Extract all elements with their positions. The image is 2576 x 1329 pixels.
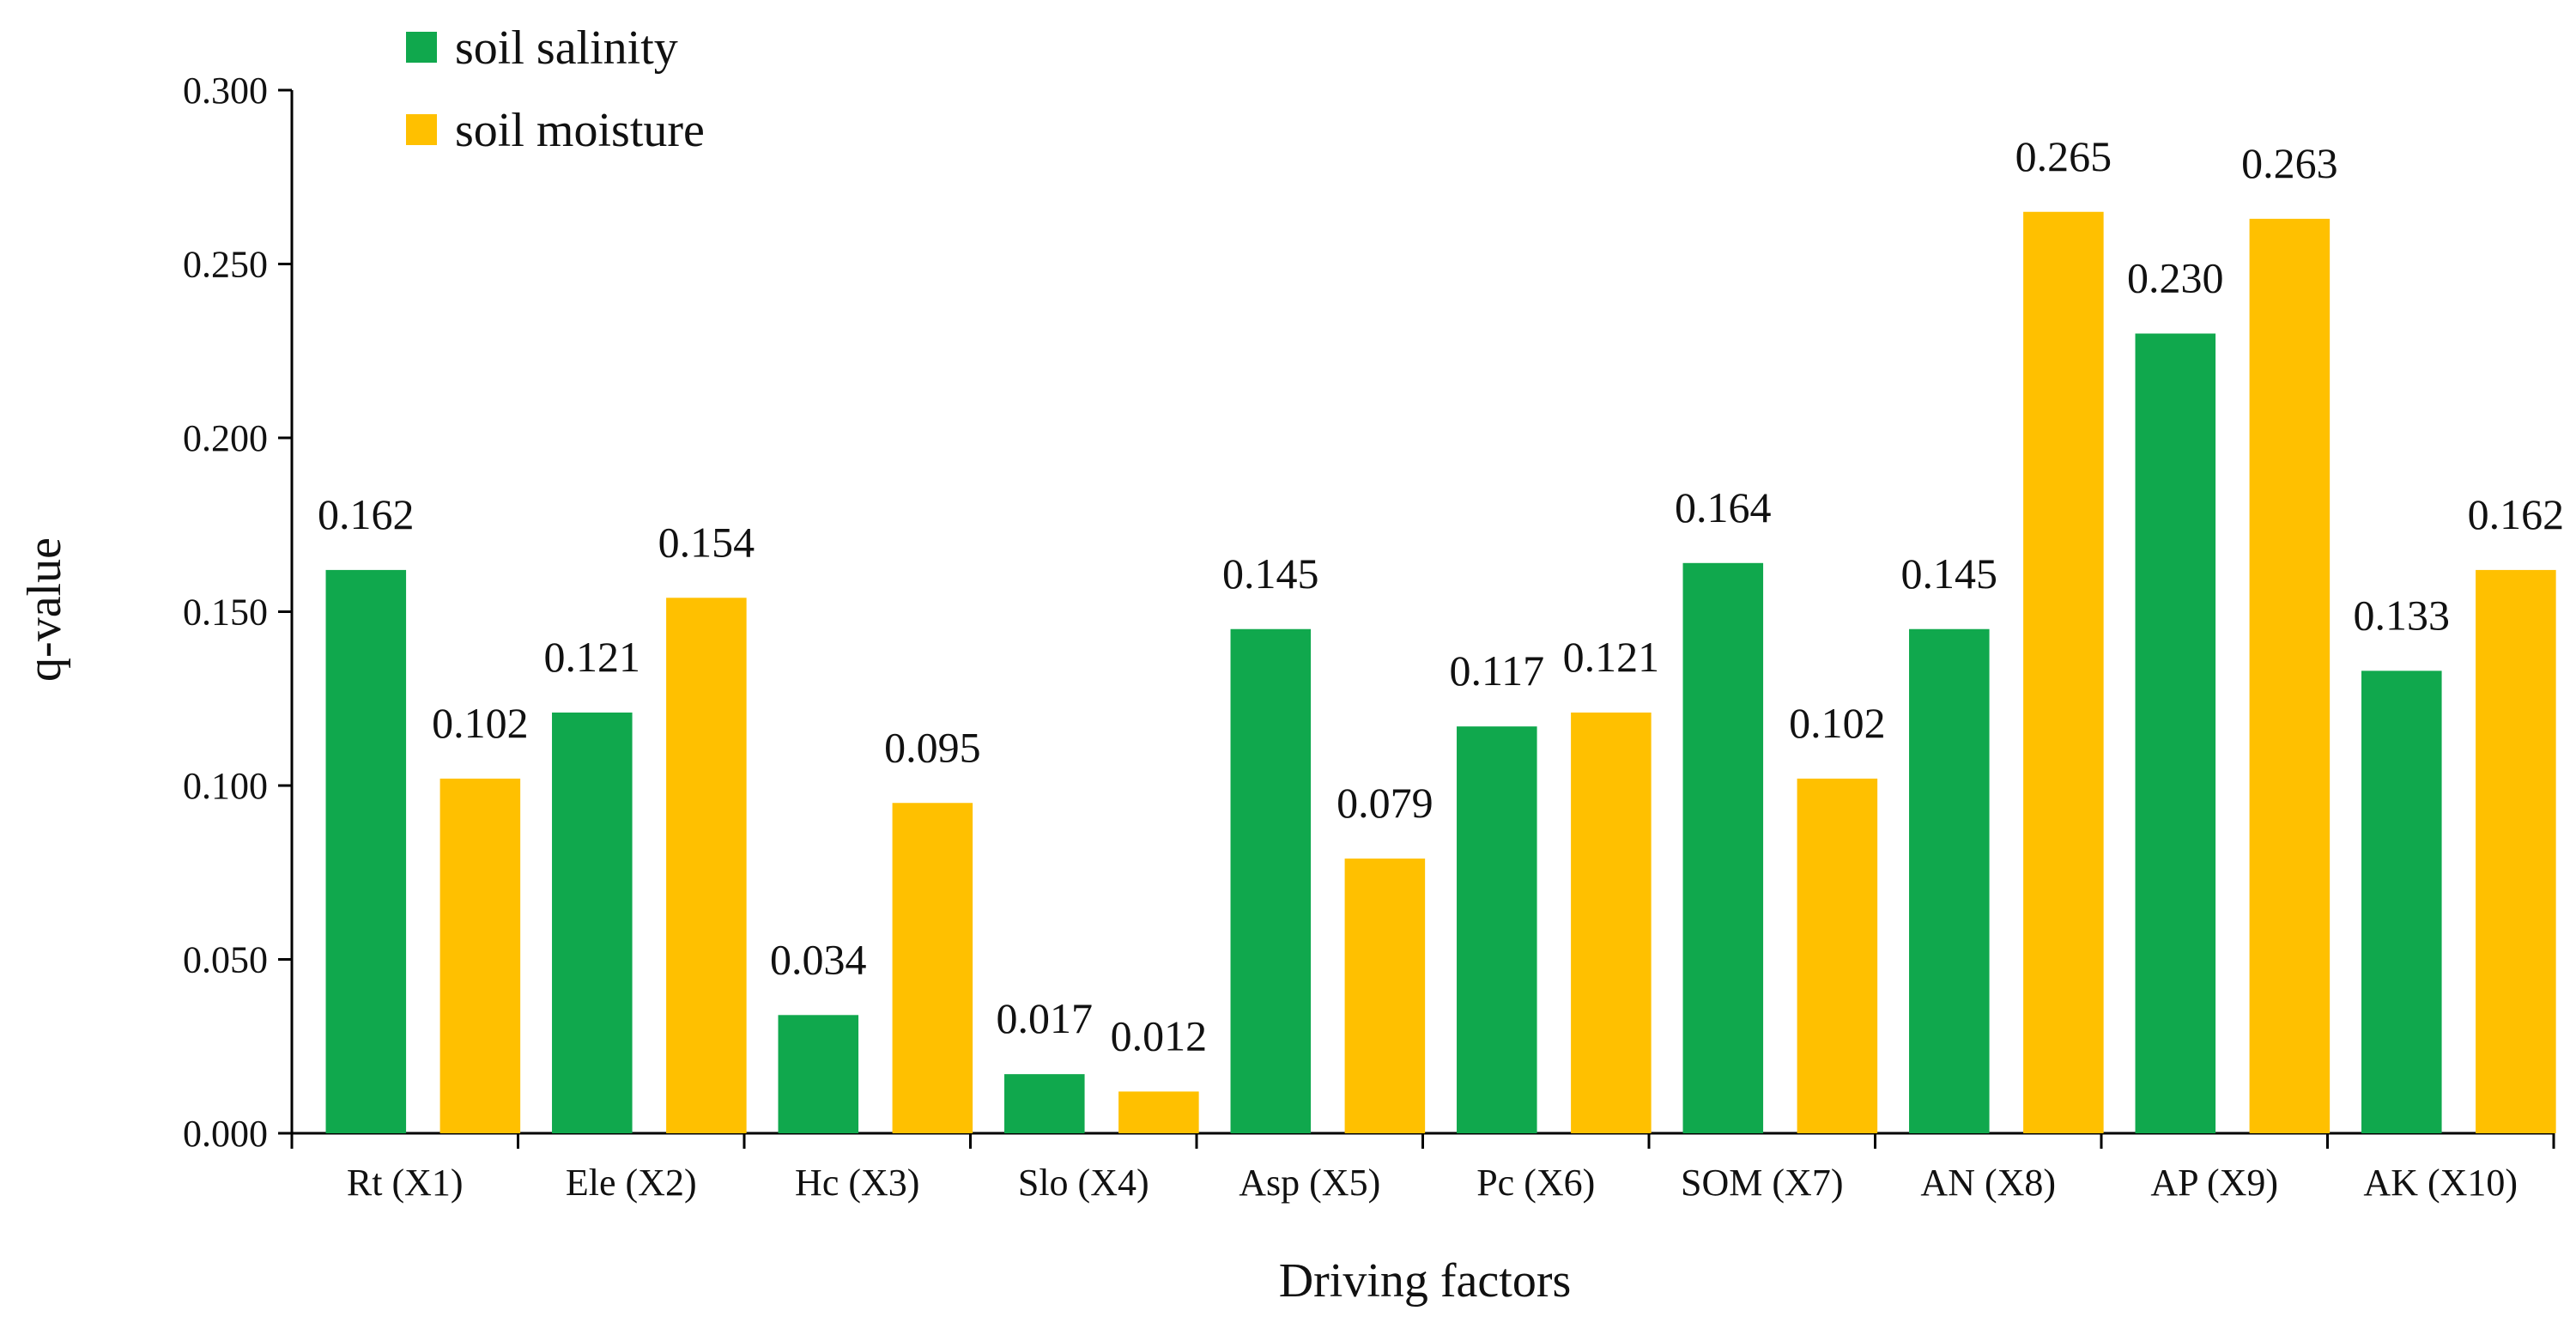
- y-tick-label: 0.300: [183, 70, 268, 112]
- data-label: 0.230: [2127, 254, 2224, 302]
- y-tick-label: 0.100: [183, 765, 268, 807]
- bar: [325, 569, 407, 1133]
- data-label: 0.034: [770, 935, 867, 983]
- data-label: 0.162: [318, 490, 415, 538]
- bar: [1909, 628, 1990, 1133]
- data-label: 0.121: [1563, 633, 1660, 681]
- bar: [1797, 778, 1878, 1133]
- x-tick-label: SOM (X7): [1681, 1162, 1843, 1204]
- data-label: 0.121: [544, 633, 641, 681]
- data-label: 0.117: [1449, 646, 1544, 695]
- bar: [2023, 211, 2104, 1133]
- bar: [2361, 671, 2442, 1133]
- x-tick-label: Pc (X6): [1476, 1162, 1595, 1204]
- data-label: 0.263: [2241, 139, 2338, 187]
- bar: [2135, 333, 2216, 1133]
- x-tick-label: Slo (X4): [1018, 1162, 1149, 1204]
- legend-label: soil salinity: [455, 21, 678, 75]
- y-tick-label: 0.250: [183, 244, 268, 286]
- y-tick-label: 0.000: [183, 1113, 268, 1155]
- x-tick-label: Ele (X2): [566, 1162, 697, 1204]
- x-tick-label: AN (X8): [1920, 1162, 2056, 1204]
- bar: [1230, 628, 1312, 1133]
- y-tick-label: 0.050: [183, 939, 268, 981]
- bar: [666, 598, 747, 1133]
- x-tick-label: AK (X10): [2363, 1162, 2518, 1204]
- data-label: 0.079: [1336, 779, 1433, 827]
- y-tick-label: 0.150: [183, 592, 268, 634]
- data-label: 0.133: [2354, 591, 2451, 639]
- data-label: 0.265: [2015, 132, 2112, 180]
- data-label: 0.102: [432, 699, 529, 747]
- legend-swatch: [406, 32, 437, 63]
- bar: [1004, 1074, 1085, 1133]
- bar: [1457, 726, 1537, 1133]
- bar: [2249, 218, 2331, 1134]
- bar: [2476, 569, 2556, 1133]
- data-label: 0.012: [1111, 1011, 1208, 1059]
- plot-area: 0.000 0.050 0.100 0.150 0.200 0.250 0.300 Rt (X…: [183, 70, 2564, 1204]
- y-axis-title: q-value: [18, 537, 71, 682]
- data-label: 0.154: [658, 518, 755, 566]
- legend-swatch: [406, 114, 437, 145]
- x-tick-label: Asp (X5): [1239, 1162, 1380, 1204]
- bar: [1571, 712, 1652, 1133]
- data-label: 0.162: [2468, 490, 2565, 538]
- bar: [1682, 562, 1764, 1133]
- x-tick-label: Hc (X3): [795, 1162, 919, 1204]
- series-soil-salinity: 0.162 0.121 0.034 0.017 0.145 0.117 0.164 0.145…: [318, 254, 2451, 1133]
- bar: [439, 778, 521, 1133]
- series-soil-moisture: 0.102 0.154 0.095 0.012 0.079 0.121 0.102 0.265…: [432, 132, 2565, 1134]
- data-label: 0.164: [1675, 483, 1772, 531]
- data-label: 0.145: [1901, 549, 1998, 598]
- data-label: 0.017: [997, 994, 1094, 1042]
- bar: [778, 1015, 859, 1133]
- data-label: 0.095: [884, 723, 981, 771]
- x-axis-title: Driving factors: [1279, 1254, 1572, 1308]
- x-tick-label: AP (X9): [2150, 1162, 2278, 1204]
- data-label: 0.102: [1789, 699, 1886, 747]
- x-tick-label: Rt (X1): [347, 1162, 464, 1204]
- y-tick-label: 0.200: [183, 417, 268, 459]
- bar: [892, 803, 973, 1133]
- bar: [1344, 859, 1426, 1133]
- bar: [552, 712, 633, 1133]
- legend: soil salinity soil moisture: [406, 21, 705, 157]
- legend-label: soil moisture: [455, 104, 705, 157]
- data-label: 0.145: [1222, 549, 1319, 598]
- bar: [1118, 1091, 1199, 1133]
